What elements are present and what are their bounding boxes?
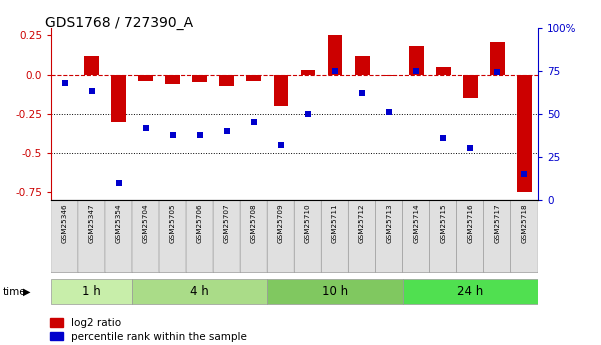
Bar bbox=[517, 75, 532, 192]
Text: GSM25718: GSM25718 bbox=[522, 204, 527, 243]
FancyBboxPatch shape bbox=[294, 200, 322, 273]
Bar bbox=[328, 36, 343, 75]
Text: GSM25707: GSM25707 bbox=[224, 204, 230, 243]
Point bbox=[303, 111, 313, 117]
FancyBboxPatch shape bbox=[457, 200, 484, 273]
Point bbox=[60, 80, 70, 86]
Point bbox=[493, 70, 502, 75]
Text: GSM25704: GSM25704 bbox=[143, 204, 148, 243]
Bar bbox=[192, 75, 207, 82]
Text: GSM25705: GSM25705 bbox=[170, 204, 175, 243]
FancyBboxPatch shape bbox=[240, 200, 267, 273]
Bar bbox=[165, 75, 180, 84]
Text: GSM25711: GSM25711 bbox=[332, 204, 338, 243]
FancyBboxPatch shape bbox=[511, 200, 538, 273]
Point bbox=[411, 68, 421, 73]
Point bbox=[439, 135, 448, 141]
Text: GSM25717: GSM25717 bbox=[495, 204, 500, 243]
Text: GSM25709: GSM25709 bbox=[278, 204, 284, 243]
Point bbox=[114, 180, 124, 186]
Point bbox=[195, 132, 204, 137]
Text: 1 h: 1 h bbox=[82, 285, 101, 298]
FancyBboxPatch shape bbox=[322, 200, 349, 273]
Text: GSM25354: GSM25354 bbox=[116, 204, 121, 243]
FancyBboxPatch shape bbox=[105, 200, 132, 273]
Text: 10 h: 10 h bbox=[322, 285, 348, 298]
FancyBboxPatch shape bbox=[51, 200, 78, 273]
Text: time: time bbox=[3, 287, 26, 296]
Bar bbox=[436, 67, 451, 75]
Text: GSM25708: GSM25708 bbox=[251, 204, 257, 243]
Text: GSM25716: GSM25716 bbox=[468, 204, 473, 243]
Bar bbox=[355, 56, 370, 75]
FancyBboxPatch shape bbox=[267, 200, 294, 273]
Bar bbox=[490, 42, 505, 75]
Text: GSM25346: GSM25346 bbox=[62, 204, 67, 243]
FancyBboxPatch shape bbox=[403, 279, 538, 304]
Point bbox=[87, 89, 96, 94]
Text: GSM25714: GSM25714 bbox=[413, 204, 419, 243]
FancyBboxPatch shape bbox=[51, 279, 132, 304]
Bar bbox=[84, 56, 99, 75]
Text: GSM25347: GSM25347 bbox=[89, 204, 94, 243]
FancyBboxPatch shape bbox=[267, 279, 403, 304]
Text: 24 h: 24 h bbox=[457, 285, 483, 298]
Point bbox=[249, 120, 259, 125]
FancyBboxPatch shape bbox=[186, 200, 213, 273]
Text: 4 h: 4 h bbox=[191, 285, 209, 298]
FancyBboxPatch shape bbox=[484, 200, 511, 273]
Point bbox=[331, 68, 340, 73]
FancyBboxPatch shape bbox=[78, 200, 105, 273]
Bar bbox=[382, 75, 397, 76]
Text: GSM25710: GSM25710 bbox=[305, 204, 311, 243]
FancyBboxPatch shape bbox=[403, 200, 430, 273]
Point bbox=[141, 125, 150, 130]
FancyBboxPatch shape bbox=[376, 200, 403, 273]
Point bbox=[465, 146, 475, 151]
FancyBboxPatch shape bbox=[132, 200, 159, 273]
Bar bbox=[273, 75, 288, 106]
Text: GSM25712: GSM25712 bbox=[359, 204, 365, 243]
Point bbox=[357, 90, 367, 96]
Bar bbox=[409, 47, 424, 75]
Point bbox=[168, 132, 178, 137]
Text: GSM25713: GSM25713 bbox=[386, 204, 392, 243]
Bar bbox=[138, 75, 153, 81]
FancyBboxPatch shape bbox=[213, 200, 240, 273]
FancyBboxPatch shape bbox=[159, 200, 186, 273]
FancyBboxPatch shape bbox=[349, 200, 376, 273]
Text: GSM25706: GSM25706 bbox=[197, 204, 203, 243]
Text: GDS1768 / 727390_A: GDS1768 / 727390_A bbox=[45, 16, 193, 30]
FancyBboxPatch shape bbox=[430, 200, 457, 273]
Bar bbox=[300, 70, 316, 75]
FancyBboxPatch shape bbox=[132, 279, 267, 304]
Bar bbox=[111, 75, 126, 122]
Point bbox=[385, 109, 394, 115]
Bar bbox=[219, 75, 234, 86]
Legend: log2 ratio, percentile rank within the sample: log2 ratio, percentile rank within the s… bbox=[50, 318, 247, 342]
Point bbox=[222, 128, 232, 134]
Point bbox=[519, 171, 529, 177]
Bar bbox=[246, 75, 261, 81]
Point bbox=[276, 142, 286, 148]
Text: GSM25715: GSM25715 bbox=[441, 204, 446, 243]
Text: ▶: ▶ bbox=[23, 287, 30, 296]
Bar bbox=[463, 75, 478, 98]
